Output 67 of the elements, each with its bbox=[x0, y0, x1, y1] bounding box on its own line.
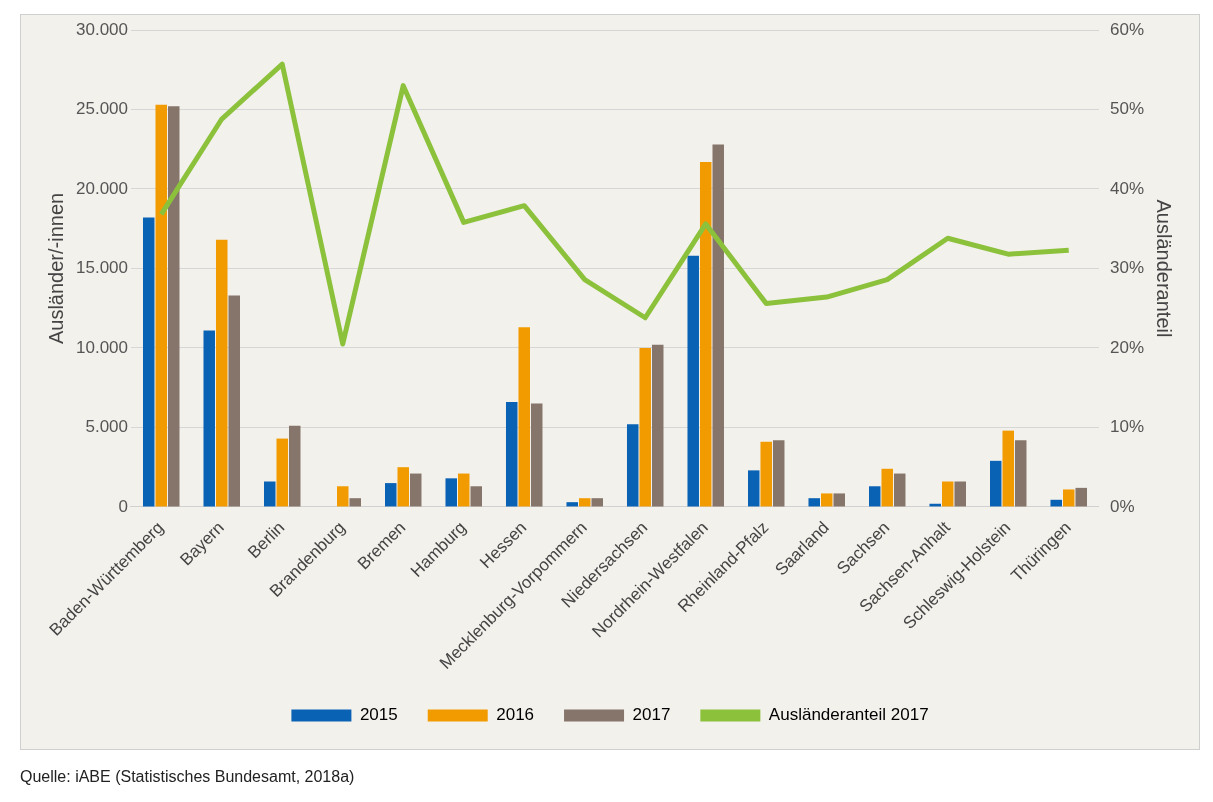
bar bbox=[470, 486, 482, 507]
bar bbox=[1062, 489, 1075, 507]
y-axis-title: Ausländer/-innen bbox=[44, 192, 67, 345]
bar bbox=[591, 498, 603, 507]
y-tick-label: 0 bbox=[118, 496, 128, 516]
bar bbox=[349, 498, 361, 507]
y-tick-label: 25.000 bbox=[76, 99, 128, 119]
bar bbox=[941, 481, 954, 507]
bar bbox=[263, 481, 276, 507]
bar bbox=[457, 473, 470, 507]
bar bbox=[578, 498, 591, 507]
bar bbox=[820, 493, 833, 507]
bar bbox=[989, 460, 1002, 507]
legend-label: 2016 bbox=[496, 705, 535, 725]
bar bbox=[276, 438, 288, 507]
bar bbox=[1002, 430, 1014, 507]
bar bbox=[215, 239, 228, 507]
bar bbox=[168, 106, 180, 507]
y2-tick-label: 40% bbox=[1109, 178, 1145, 198]
y2-tick-label: 10% bbox=[1109, 417, 1145, 437]
bar bbox=[772, 440, 785, 507]
y2-tick-label: 30% bbox=[1109, 258, 1145, 278]
bar bbox=[566, 502, 578, 507]
legend-label: Ausländeranteil 2017 bbox=[768, 705, 929, 725]
y2-tick-label: 20% bbox=[1109, 337, 1145, 357]
bar bbox=[530, 403, 543, 507]
bar bbox=[1014, 440, 1027, 507]
y-tick-label: 15.000 bbox=[76, 258, 128, 278]
source-note: Quelle: iABE (Statistisches Bundesamt, 2018a) bbox=[20, 768, 355, 786]
y-tick-label: 30.000 bbox=[76, 19, 128, 39]
y2-tick-label: 50% bbox=[1109, 99, 1145, 119]
bar bbox=[651, 344, 664, 507]
y2-tick-label: 0% bbox=[1109, 496, 1135, 516]
bar bbox=[336, 486, 349, 507]
bar bbox=[699, 161, 712, 507]
bar bbox=[203, 330, 215, 507]
legend-label: 2017 bbox=[632, 705, 671, 725]
bar bbox=[409, 473, 422, 507]
bar bbox=[384, 483, 397, 507]
bar bbox=[747, 470, 760, 507]
y-tick-label: 10.000 bbox=[76, 337, 128, 357]
bar bbox=[881, 468, 893, 507]
legend-label: 2015 bbox=[359, 705, 398, 725]
bar bbox=[626, 424, 639, 507]
bar bbox=[518, 327, 530, 507]
bar bbox=[712, 144, 724, 507]
bar bbox=[288, 425, 301, 507]
bar bbox=[445, 478, 457, 507]
bar bbox=[397, 467, 409, 507]
bar bbox=[142, 217, 155, 507]
y-tick-label: 20.000 bbox=[76, 178, 128, 198]
bar bbox=[639, 347, 651, 507]
bar bbox=[1050, 499, 1062, 507]
bar bbox=[505, 402, 518, 507]
bar bbox=[954, 481, 966, 507]
y-tick-label: 5.000 bbox=[85, 417, 128, 437]
bar bbox=[760, 441, 772, 507]
bar bbox=[868, 486, 881, 507]
bar bbox=[155, 104, 167, 507]
bar bbox=[228, 295, 240, 507]
bar bbox=[808, 498, 820, 507]
y2-axis-title: Ausländeranteil bbox=[1153, 199, 1176, 338]
y2-tick-label: 60% bbox=[1109, 19, 1145, 39]
bar bbox=[687, 255, 699, 507]
bar bbox=[893, 473, 906, 507]
bar bbox=[1075, 487, 1087, 507]
bar bbox=[833, 493, 845, 507]
